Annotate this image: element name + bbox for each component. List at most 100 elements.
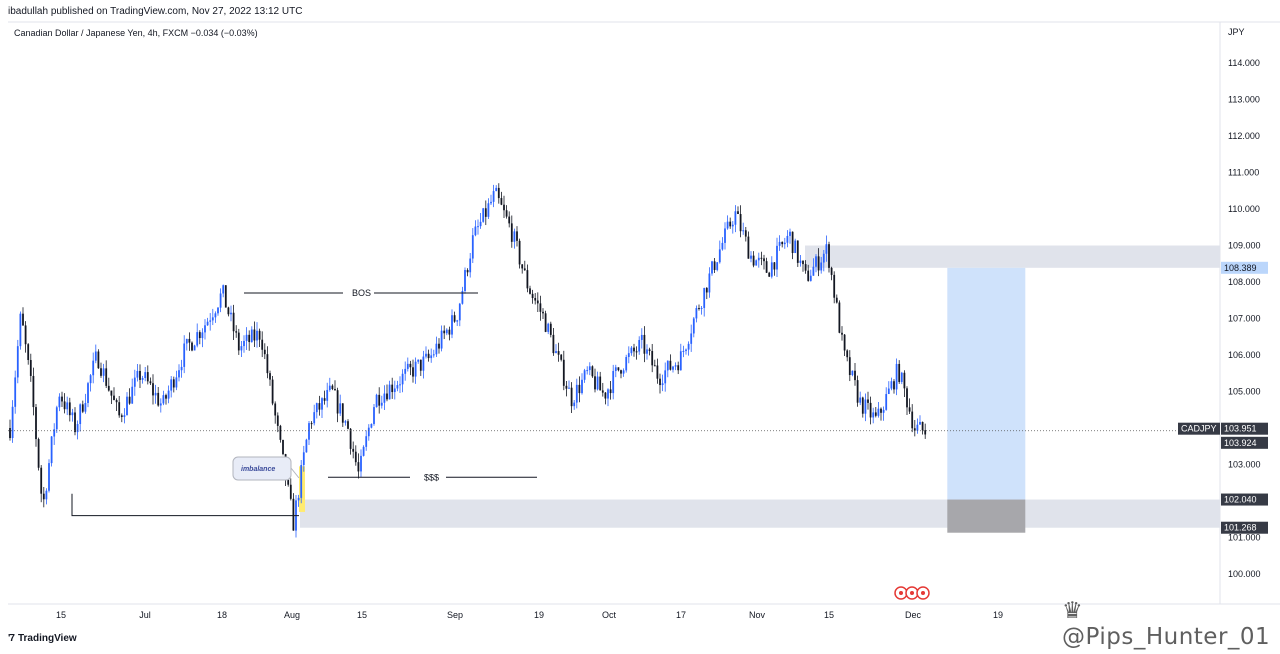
candle-body xyxy=(100,368,102,376)
imbalance-callout-pointer xyxy=(290,467,300,479)
candle-body xyxy=(596,376,599,390)
zone-layer xyxy=(299,245,1220,533)
candle-body xyxy=(919,421,921,425)
candle-body xyxy=(633,347,635,352)
x-tick-label: Nov xyxy=(749,610,766,620)
y-tick-label: 112.000 xyxy=(1228,131,1260,141)
liquidity-label: $$$ xyxy=(424,472,439,482)
candle-body xyxy=(79,404,82,425)
candle-body xyxy=(804,264,807,271)
candle-body xyxy=(269,373,271,380)
currency-label: JPY xyxy=(1228,27,1245,37)
candle-body xyxy=(84,402,87,412)
current-price-tag-bg xyxy=(1221,436,1268,449)
candle-body xyxy=(609,389,612,394)
candle-body xyxy=(482,208,485,222)
candle-body xyxy=(479,221,482,227)
candle-body xyxy=(638,339,641,352)
x-tick-label: 15 xyxy=(824,610,834,620)
swing-low-line xyxy=(71,493,299,517)
candle-body xyxy=(209,320,212,322)
candle-body xyxy=(217,307,219,314)
candle-body xyxy=(302,452,305,466)
candle-body xyxy=(867,399,869,403)
candle-body xyxy=(690,333,693,344)
candle-body xyxy=(362,446,365,456)
candle-body xyxy=(29,360,32,376)
entry-price-tag: 102.040 xyxy=(1224,495,1257,505)
target-price-tag: 108.389 xyxy=(1224,263,1257,273)
candle-body xyxy=(773,262,776,270)
candle-body xyxy=(812,266,815,276)
candle-body xyxy=(872,412,875,418)
candle-body xyxy=(222,285,225,294)
published-by-header: ibadullah published on TradingView.com, … xyxy=(8,6,303,17)
candle-body xyxy=(734,211,737,225)
candle-body xyxy=(341,403,344,423)
candle-body xyxy=(705,287,708,293)
candle-body xyxy=(575,384,578,403)
candle-body xyxy=(791,231,794,254)
candle-body xyxy=(565,385,568,389)
candle-body xyxy=(149,381,152,384)
candle-body xyxy=(292,498,295,531)
y-tick-label: 114.000 xyxy=(1228,58,1260,68)
candle-body xyxy=(313,412,316,424)
candle-body xyxy=(336,390,339,414)
candle-body xyxy=(763,258,765,262)
candle-body xyxy=(352,448,355,452)
tradingview-brand[interactable]: '7 TradingView xyxy=(8,633,77,644)
candle-body xyxy=(115,400,118,403)
candle-body xyxy=(895,363,898,390)
candle-body xyxy=(843,334,846,351)
bos-label: BOS xyxy=(352,288,371,298)
candle-body xyxy=(656,365,659,379)
candle-body xyxy=(55,407,58,430)
candle-body xyxy=(45,490,48,500)
candle-body xyxy=(752,255,755,266)
candle-body xyxy=(183,343,186,367)
candle-body xyxy=(581,379,583,394)
candle-body xyxy=(555,351,557,354)
last-price-tag-bg xyxy=(1221,422,1268,435)
imbalance-label: imbalance xyxy=(241,466,275,473)
candle-body xyxy=(16,346,19,378)
candle-body xyxy=(864,399,867,414)
candle-body xyxy=(435,343,438,355)
candle-body xyxy=(89,375,92,384)
position-target-box[interactable] xyxy=(947,267,1026,500)
candle-body xyxy=(880,408,882,413)
y-tick-label: 107.000 xyxy=(1228,314,1261,324)
candle-body xyxy=(770,262,773,277)
candle-body xyxy=(786,235,789,243)
symbol-change: −0.034 (−0.03%) xyxy=(190,28,258,38)
candle-body xyxy=(911,411,914,429)
x-tick-label: Jul xyxy=(139,610,151,620)
candle-body xyxy=(310,423,313,425)
candle-body xyxy=(128,396,131,404)
candle-body xyxy=(430,355,433,359)
candle-body xyxy=(669,360,672,370)
last-price-tag: 103.951 xyxy=(1224,424,1257,434)
candle-body xyxy=(211,317,214,321)
candle-body xyxy=(664,370,667,384)
candle-body xyxy=(700,307,703,309)
x-tick-label: Oct xyxy=(602,610,617,620)
candle-body xyxy=(438,343,440,349)
candle-body xyxy=(107,385,110,391)
candle-body xyxy=(583,370,586,380)
candle-body xyxy=(308,423,310,440)
position-stop-box[interactable] xyxy=(947,499,1026,533)
x-tick-label: Sep xyxy=(447,610,463,620)
candle-body xyxy=(916,424,919,431)
candle-body xyxy=(708,273,711,293)
stop-price-tag-bg xyxy=(1221,521,1268,534)
candle-body xyxy=(682,350,685,352)
candle-body xyxy=(679,351,682,371)
candle-body xyxy=(568,387,570,389)
candle-body xyxy=(19,313,22,347)
candle-body xyxy=(573,402,576,407)
candle-body xyxy=(201,332,204,339)
candle-body xyxy=(412,367,414,377)
